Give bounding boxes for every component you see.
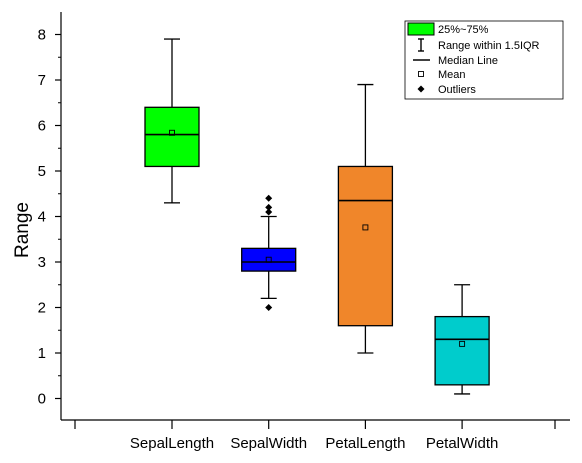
- x-tick-label: PetalLength: [325, 435, 405, 452]
- outlier-point: [265, 203, 273, 211]
- y-tick-label: 2: [38, 300, 46, 317]
- y-axis: 0 1 2 3 4 5 6 7 8: [38, 27, 61, 408]
- y-axis-title: Range: [12, 202, 33, 258]
- mean-marker: [362, 224, 369, 231]
- mean-marker: [265, 256, 272, 263]
- y-tick-label: 1: [38, 345, 46, 362]
- legend-mean-icon: [418, 71, 424, 77]
- mean-marker: [459, 340, 466, 347]
- x-tick-label: PetalWidth: [426, 435, 499, 452]
- box-iqr: [241, 247, 297, 272]
- legend-label: 25%~75%: [438, 24, 489, 36]
- legend-label: Mean: [438, 69, 466, 81]
- y-tick-label: 6: [38, 118, 46, 135]
- box-iqr: [337, 165, 394, 327]
- y-tick-label: 3: [38, 254, 46, 271]
- x-tick-label: SepalLength: [130, 435, 214, 452]
- x-axis: SepalLength SepalWidth PetalLength PetalWid…: [74, 420, 556, 452]
- box-SepalLength: [144, 38, 200, 204]
- legend-box-swatch: [407, 22, 435, 36]
- y-tick-label: 8: [38, 27, 46, 44]
- boxes: [144, 38, 490, 395]
- box-SepalWidth: [241, 194, 297, 311]
- y-tick-label: 4: [38, 209, 46, 226]
- legend-label: Outliers: [438, 84, 476, 96]
- outlier-point: [265, 208, 273, 216]
- legend-label: Range within 1.5IQR: [438, 40, 540, 52]
- box-PetalLength: [337, 83, 394, 354]
- legend-label: Median Line: [438, 55, 498, 67]
- legend-item-whisker: Range within 1.5IQR: [418, 38, 540, 52]
- legend-item-box: 25%~75%: [407, 22, 489, 36]
- y-tick-label: 7: [38, 72, 46, 89]
- box-PetalWidth: [434, 284, 490, 395]
- legend-outlier-icon: [417, 85, 425, 93]
- y-tick-label: 0: [38, 391, 46, 408]
- mean-marker: [169, 129, 175, 136]
- legend-item-mean: Mean: [418, 69, 466, 81]
- legend-item-median: Median Line: [413, 55, 498, 67]
- box-iqr: [434, 315, 490, 386]
- legend: 25%~75% Range within 1.5IQR Median Line Mea…: [404, 20, 564, 100]
- outlier-point: [265, 194, 273, 202]
- box-iqr: [144, 106, 200, 168]
- x-tick-label: SepalWidth: [230, 435, 307, 452]
- outlier-point: [265, 304, 273, 311]
- y-tick-label: 5: [38, 163, 46, 180]
- legend-item-outlier: Outliers: [417, 84, 476, 96]
